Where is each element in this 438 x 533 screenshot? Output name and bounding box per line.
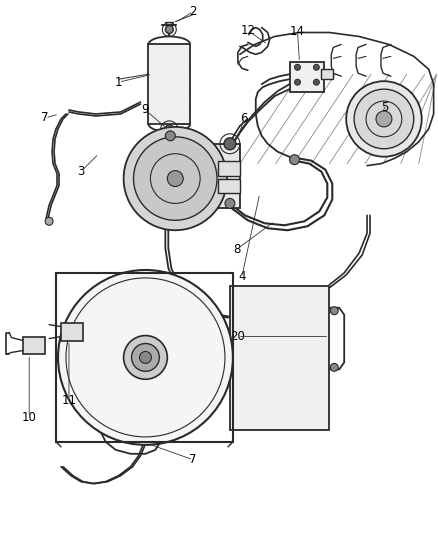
Text: 4: 4 [238, 270, 246, 284]
Circle shape [167, 171, 183, 187]
Bar [230, 286, 329, 430]
Circle shape [354, 89, 414, 149]
Bar [56, 273, 233, 442]
Text: 3: 3 [77, 165, 85, 178]
Circle shape [124, 127, 227, 230]
Bar [148, 44, 190, 124]
Bar [23, 336, 45, 354]
Circle shape [58, 270, 233, 445]
Text: 7: 7 [41, 111, 49, 124]
Circle shape [330, 364, 338, 372]
Circle shape [330, 307, 338, 314]
Circle shape [290, 155, 300, 165]
Circle shape [294, 79, 300, 85]
Text: 20: 20 [230, 330, 245, 343]
Circle shape [45, 217, 53, 225]
Circle shape [140, 351, 152, 364]
Circle shape [224, 138, 236, 150]
Circle shape [124, 336, 167, 379]
Circle shape [134, 137, 217, 220]
Text: 7: 7 [189, 453, 197, 466]
Circle shape [346, 81, 422, 157]
Bar [218, 179, 240, 193]
Text: 1: 1 [115, 76, 122, 88]
Text: 14: 14 [290, 25, 305, 38]
Circle shape [314, 64, 319, 70]
Circle shape [131, 343, 159, 372]
Bar [155, 144, 240, 208]
Circle shape [165, 26, 173, 34]
Bar [290, 62, 324, 92]
Circle shape [164, 125, 174, 135]
Text: 12: 12 [240, 24, 255, 37]
Text: 10: 10 [22, 410, 37, 424]
Text: 2: 2 [189, 5, 197, 18]
Bar [218, 160, 240, 175]
Text: 6: 6 [240, 112, 247, 125]
Circle shape [294, 64, 300, 70]
Bar [61, 322, 83, 341]
Text: 11: 11 [61, 394, 77, 407]
Text: 9: 9 [142, 103, 149, 117]
Bar [321, 69, 333, 79]
Circle shape [165, 131, 175, 141]
Circle shape [376, 111, 392, 127]
Text: 5: 5 [381, 101, 389, 114]
Text: 8: 8 [233, 243, 240, 256]
Circle shape [225, 198, 235, 208]
Circle shape [314, 79, 319, 85]
